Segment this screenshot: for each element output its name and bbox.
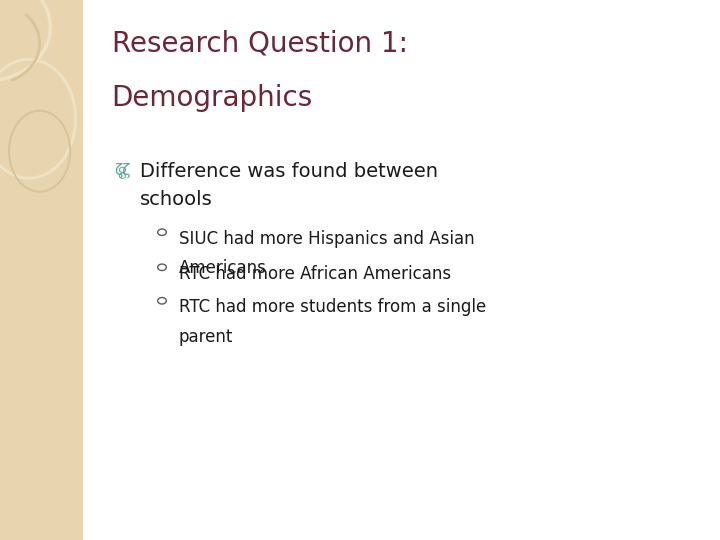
Text: SIUC had more Hispanics and Asian: SIUC had more Hispanics and Asian — [179, 230, 474, 247]
Text: RTC had more African Americans: RTC had more African Americans — [179, 265, 451, 282]
Text: ζζ: ζζ — [114, 163, 130, 178]
Text: Research Question 1:: Research Question 1: — [112, 30, 408, 58]
Text: ∞: ∞ — [112, 162, 130, 178]
Text: RTC had more students from a single: RTC had more students from a single — [179, 298, 486, 316]
Text: Difference was found between: Difference was found between — [140, 162, 438, 181]
Text: parent: parent — [179, 328, 233, 346]
Text: Americans: Americans — [179, 259, 266, 277]
Text: schools: schools — [140, 190, 213, 209]
Text: Demographics: Demographics — [112, 84, 313, 112]
